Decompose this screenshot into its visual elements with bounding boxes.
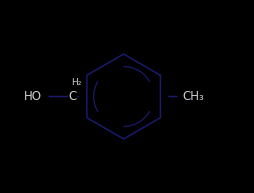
- Text: HO: HO: [24, 90, 41, 103]
- Text: C: C: [68, 90, 76, 103]
- Text: H₂: H₂: [71, 79, 81, 87]
- Text: CH₃: CH₃: [182, 90, 203, 103]
